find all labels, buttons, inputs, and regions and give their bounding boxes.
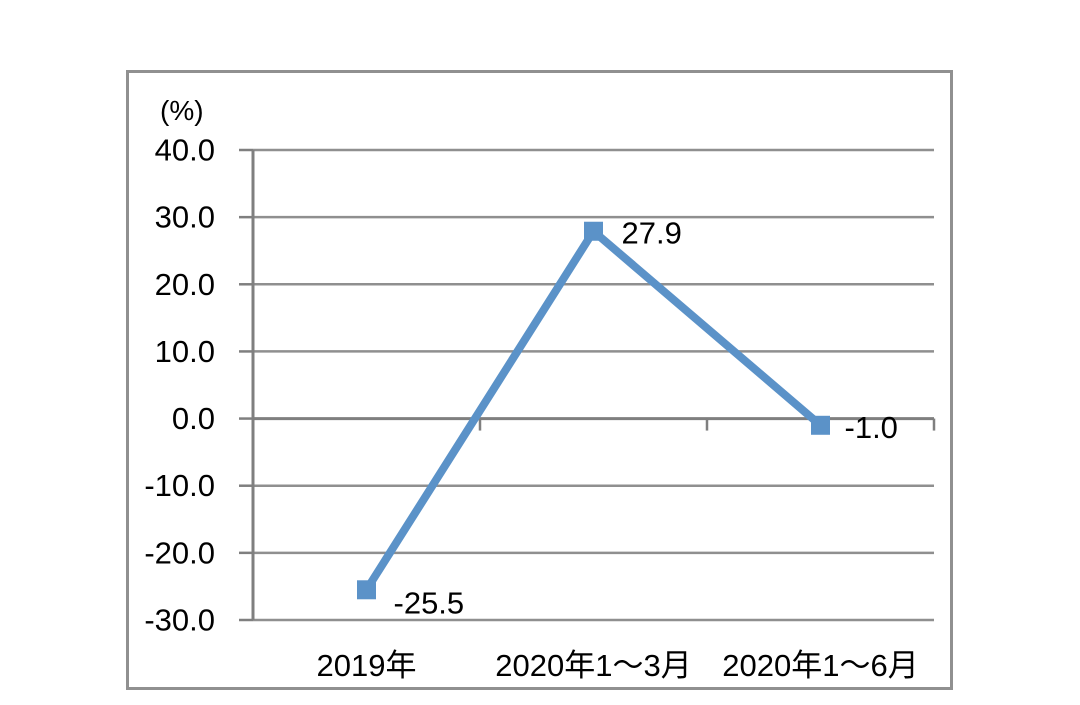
data-point-marker (811, 415, 830, 435)
y-axis-unit-label: (%) (160, 95, 204, 126)
y-tick-label: -10.0 (144, 468, 215, 503)
y-tick-label: 30.0 (155, 200, 215, 235)
data-label: -1.0 (845, 410, 898, 445)
data-point-marker (584, 221, 603, 241)
data-point-marker (357, 580, 376, 600)
data-label: -25.5 (394, 585, 465, 620)
chart-frame: (%) 40.0 30.0 20.0 10.0 0.0 -10.0 -20.0 -30.0 -2… (126, 70, 953, 690)
data-label: 27.9 (622, 216, 682, 251)
x-tick-label: 2020年1～3月 (495, 648, 691, 683)
x-tick-label: 2020年1～6月 (722, 648, 918, 683)
y-tick-label: 40.0 (155, 133, 215, 168)
x-tick-label: 2019年 (317, 648, 417, 683)
line-chart: 40.0 30.0 20.0 10.0 0.0 -10.0 -20.0 -30.0 -25.5 2… (144, 133, 936, 683)
y-tick-label: 10.0 (155, 334, 215, 369)
y-tick-label: -30.0 (144, 603, 215, 638)
y-tick-label: -20.0 (144, 535, 215, 570)
y-tick-label: 20.0 (155, 267, 215, 302)
y-tick-label: 0.0 (172, 401, 215, 436)
